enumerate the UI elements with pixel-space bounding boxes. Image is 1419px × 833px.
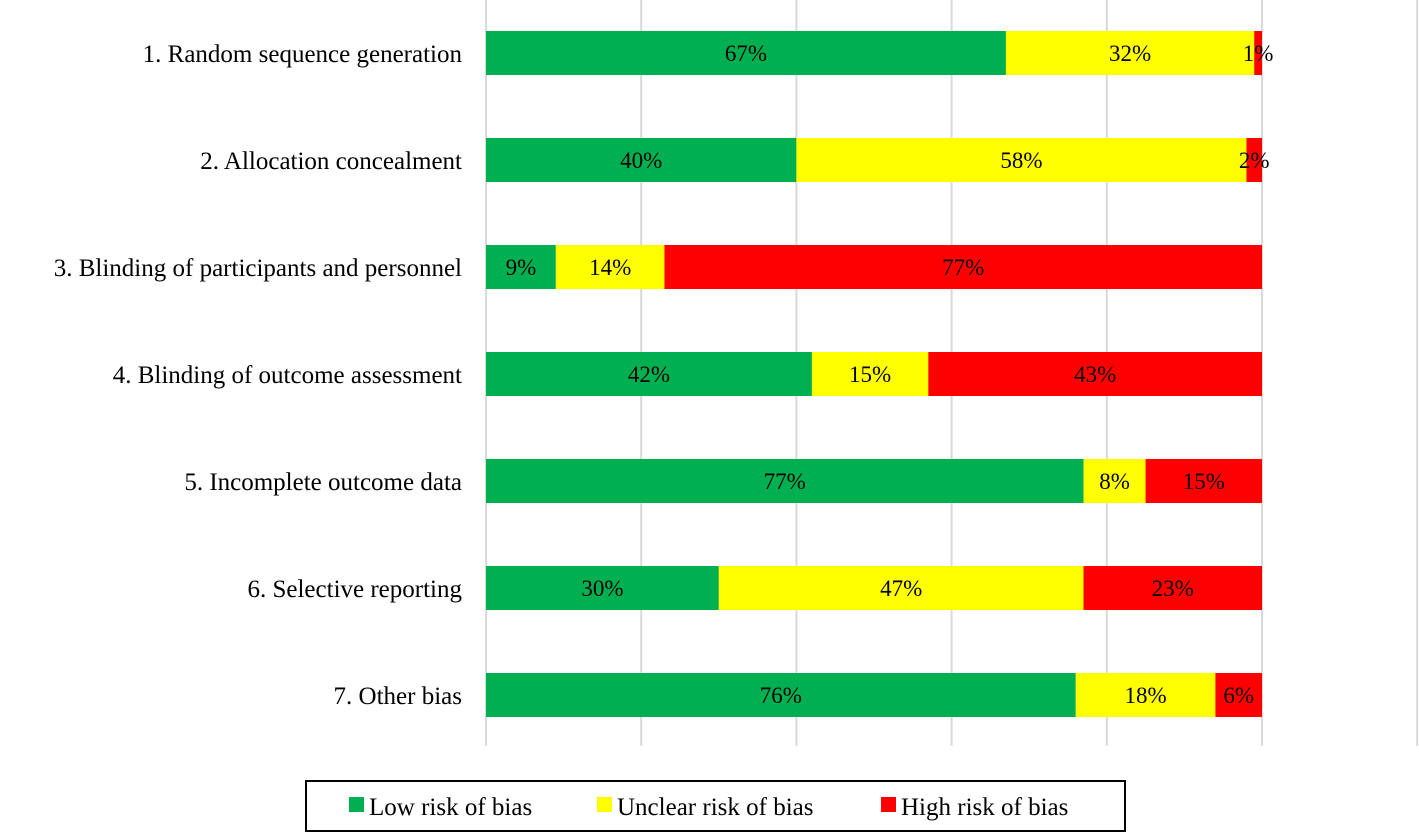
bar-segment [928, 352, 1262, 396]
bar-segment [486, 566, 719, 610]
bar-segment [796, 138, 1247, 182]
bar-segment [1215, 673, 1262, 717]
data-label: 58% [1000, 148, 1042, 173]
data-label: 76% [760, 683, 802, 708]
bar-segment [1075, 673, 1216, 717]
data-label: 77% [764, 469, 806, 494]
category-label: 1. Random sequence generation [143, 41, 463, 68]
bar-segment [486, 31, 1006, 75]
data-label: 2% [1239, 148, 1270, 173]
bar-segment [1145, 459, 1262, 503]
data-label: 15% [1183, 469, 1225, 494]
data-label: 77% [942, 255, 984, 280]
bar-segment [1246, 138, 1262, 182]
bar-segment [811, 352, 929, 396]
data-label: 32% [1109, 41, 1151, 66]
category-labels: 1. Random sequence generation 2. Allocati… [54, 41, 463, 710]
bar-segment [555, 245, 665, 289]
bar-segment [1005, 31, 1255, 75]
bar-segment [1254, 31, 1262, 75]
data-label: 9% [506, 255, 537, 280]
legend-swatch-high [881, 797, 896, 812]
data-label: 8% [1099, 469, 1130, 494]
data-label: 30% [581, 576, 623, 601]
category-label: 6. Selective reporting [247, 576, 462, 603]
bar-segment [486, 673, 1076, 717]
bar-segment [486, 459, 1084, 503]
data-label: 40% [620, 148, 662, 173]
category-label: 3. Blinding of participants and personne… [54, 255, 462, 282]
value-labels: 67% 32% 1% 40% 58% 2% 9% 14% 77% 42% 15% 43% 77% 8% 15… [506, 41, 1274, 708]
data-label: 47% [880, 576, 922, 601]
legend-label-unclear: Unclear risk of bias [617, 794, 813, 821]
data-label: 1% [1243, 41, 1274, 66]
legend-swatch-unclear [597, 797, 612, 812]
category-label: 5. Incomplete outcome data [184, 469, 462, 496]
bar-segment [486, 138, 797, 182]
bar-segment [486, 245, 556, 289]
data-label: 18% [1125, 683, 1167, 708]
data-label: 43% [1074, 362, 1116, 387]
bar-segment [486, 352, 812, 396]
data-label: 42% [628, 362, 670, 387]
category-label: 7. Other bias [334, 683, 462, 710]
legend-frame [305, 780, 1126, 832]
data-label: 6% [1223, 683, 1254, 708]
data-label: 15% [849, 362, 891, 387]
data-label: 14% [589, 255, 631, 280]
bars [486, 31, 1262, 717]
legend-swatch-low [349, 797, 364, 812]
bar-segment [1083, 566, 1262, 610]
bar-segment [1083, 459, 1146, 503]
category-label: 2. Allocation concealment [200, 148, 462, 175]
bar-segment [664, 245, 1262, 289]
legend-label-high: High risk of bias [901, 794, 1068, 821]
category-label: 4. Blinding of outcome assessment [113, 362, 462, 389]
legend: Low risk of bias Unclear risk of bias Hi… [305, 780, 1126, 832]
data-label: 23% [1152, 576, 1194, 601]
bar-segment [718, 566, 1084, 610]
data-label: 67% [725, 41, 767, 66]
legend-label-low: Low risk of bias [369, 794, 532, 821]
